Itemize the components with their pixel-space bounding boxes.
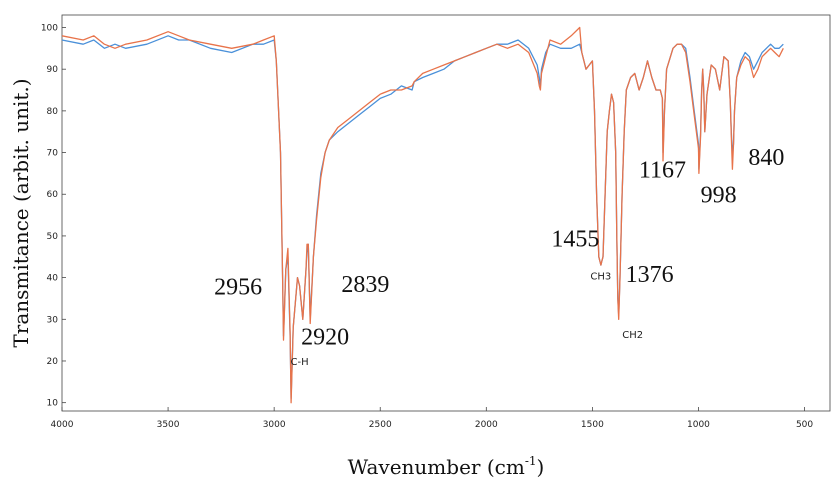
x-tick-label: 1000 [687, 420, 710, 430]
y-tick-label: 90 [47, 65, 59, 75]
spectrum-series-line-2 [61, 26, 784, 404]
y-axis-ticks: 10 20 30 40 50 60 70 80 90 100 [41, 24, 66, 409]
y-tick-label: 30 [47, 315, 59, 325]
peak-label: 2956 [214, 274, 262, 300]
annotation-layer: 2956 2839 2920 C-H 1455 CH3 1376 CH2 1167 998 840 [214, 145, 784, 368]
x-axis-title-superscript: -1 [525, 454, 537, 468]
x-tick-label: 3000 [263, 420, 286, 430]
peak-label: 2839 [341, 272, 389, 298]
y-tick-label: 20 [47, 357, 59, 367]
x-axis-title: Wavenumber (cm-1) [348, 454, 545, 479]
group-label: C-H [291, 357, 309, 368]
peak-label: 1167 [639, 158, 686, 184]
y-tick-label: 70 [47, 149, 59, 159]
x-tick-label: 2000 [475, 420, 498, 430]
x-tick-label: 3500 [157, 420, 180, 430]
series-layer [61, 26, 784, 404]
group-label: CH3 [590, 272, 611, 283]
x-tick-label: 500 [796, 420, 813, 430]
peak-label: 2920 [301, 324, 349, 350]
y-tick-label: 80 [47, 107, 59, 117]
plot-frame [61, 14, 831, 412]
y-axis-title: Transmitance (arbit. unit.) [9, 78, 33, 347]
y-tick-label: 10 [47, 399, 59, 409]
x-tick-label: 1500 [581, 420, 604, 430]
x-axis-title-close: ) [537, 455, 545, 479]
group-label: CH2 [622, 330, 643, 341]
plot-area [61, 14, 831, 412]
y-tick-label: 50 [47, 232, 59, 242]
y-tick-label: 40 [47, 274, 59, 284]
x-tick-label: 4000 [51, 420, 74, 430]
spectrum-series-line-1 [61, 35, 784, 400]
x-tick-label: 2500 [369, 420, 392, 430]
y-tick-label: 100 [41, 24, 58, 34]
peak-label: 840 [748, 145, 784, 171]
peak-label: 1376 [626, 262, 674, 288]
y-tick-label: 60 [47, 190, 59, 200]
peak-label: 998 [701, 183, 737, 209]
x-axis-ticks: 4000 3500 3000 2500 2000 1500 1000 500 [51, 407, 813, 430]
peak-label: 1455 [551, 226, 599, 252]
x-axis-title-main: Wavenumber (cm [348, 455, 525, 479]
